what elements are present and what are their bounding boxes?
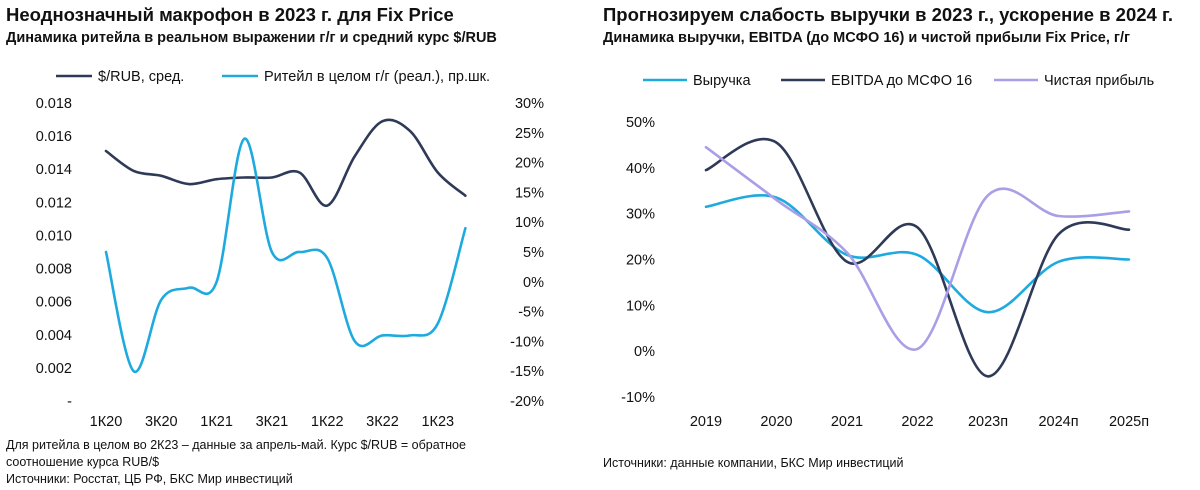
right-y-tick-label: -10% <box>510 334 544 350</box>
right-chart-title: Прогнозируем слабость выручки в 2023 г.,… <box>603 4 1173 25</box>
x-tick-label: 1К22 <box>311 414 344 430</box>
right-y-tick-label: 5% <box>523 245 544 261</box>
legend-label: EBITDA до МСФО 16 <box>831 73 972 89</box>
right-y-tick-label: 0% <box>523 275 544 291</box>
x-tick-label: 1К21 <box>200 414 233 430</box>
left-y-tick-label: 0.010 <box>36 228 72 244</box>
left-y-tick-label: 0.014 <box>36 162 72 178</box>
x-tick-label: 3К21 <box>256 414 289 430</box>
left-chart-subtitle: Динамика ритейла в реальном выражении г/… <box>6 30 497 46</box>
x-tick-label: 3К22 <box>366 414 399 430</box>
right-y-tick-label: 20% <box>515 156 544 172</box>
right-y-tick-label: 10% <box>515 215 544 231</box>
left-chart-footnote: Для ритейла в целом во 2К23 – данные за … <box>6 437 466 488</box>
right-chart-svg: Выручка EBITDA до МСФО 16 Чистая прибыль 5… <box>621 73 1154 430</box>
y-tick-label: -10% <box>621 390 655 406</box>
legend-label: Выручка <box>693 73 751 89</box>
right-series <box>704 137 1131 378</box>
x-tick-label: 1К23 <box>421 414 454 430</box>
y-tick-label: 10% <box>626 298 655 314</box>
x-tick-label: 2025п <box>1109 414 1149 430</box>
x-tick-label: 2021 <box>831 414 863 430</box>
left-y-tick-label: - <box>67 394 72 410</box>
right-chart-panel: Прогнозируем слабость выручки в 2023 г.,… <box>600 0 1200 490</box>
usd-rub-line <box>104 118 467 207</box>
legend-label: Чистая прибыль <box>1044 73 1154 89</box>
x-tick-label: 2022 <box>901 414 933 430</box>
net-income-line <box>704 145 1131 351</box>
left-y-tick-label: 0.004 <box>36 328 72 344</box>
left-note-line: соотношение курса RUB/$ <box>6 455 160 469</box>
right-axes: 50% 40% 30% 20% 10% 0% -10% 2019 2020 2021 2022 202… <box>621 115 1149 430</box>
left-y-tick-label: 0.018 <box>36 96 72 112</box>
y-tick-label: 30% <box>626 207 655 223</box>
x-tick-label: 2024п <box>1038 414 1078 430</box>
right-y-tick-label: 15% <box>515 185 544 201</box>
left-note-line: Для ритейла в целом во 2К23 – данные за … <box>6 438 466 452</box>
right-y-tick-label: 30% <box>515 96 544 112</box>
revenue-line <box>704 194 1131 314</box>
retail-yoy-line <box>104 137 467 373</box>
right-legend: Выручка EBITDA до МСФО 16 Чистая прибыль <box>643 73 1154 89</box>
x-tick-label: 1К20 <box>90 414 123 430</box>
left-y-tick-label: 0.016 <box>36 129 72 145</box>
left-chart-title: Неоднозначный макрофон в 2023 г. для Fix… <box>6 4 454 25</box>
left-y-tick-label: 0.002 <box>36 361 72 377</box>
right-y-tick-label: -5% <box>518 305 544 321</box>
y-tick-label: 20% <box>626 253 655 269</box>
ebitda-line <box>704 137 1131 378</box>
right-y-tick-label: 25% <box>515 126 544 142</box>
x-tick-label: 3К20 <box>145 414 178 430</box>
left-series <box>104 118 467 373</box>
x-tick-label: 2019 <box>690 414 722 430</box>
right-chart-subtitle: Динамика выручки, EBITDA (до МСФО 16) и … <box>603 30 1131 46</box>
right-y-tick-label: -20% <box>510 394 544 410</box>
right-y-tick-label: -15% <box>510 364 544 380</box>
left-y-tick-label: 0.006 <box>36 295 72 311</box>
legend-label: Ритейл в целом г/г (реал.), пр.шк. <box>264 69 490 85</box>
y-tick-label: 40% <box>626 161 655 177</box>
left-axes: 0.018 0.016 0.014 0.012 0.010 0.008 0.006 0.004… <box>36 96 544 430</box>
right-chart-footnote: Источники: данные компании, БКС Мир инве… <box>603 456 904 470</box>
left-legend: $/RUB, сред. Ритейл в целом г/г (реал.), … <box>56 69 490 85</box>
x-tick-label: 2020 <box>760 414 792 430</box>
left-chart-panel: Неоднозначный макрофон в 2023 г. для Fix… <box>0 0 590 490</box>
y-tick-label: 0% <box>634 344 655 360</box>
y-tick-label: 50% <box>626 115 655 131</box>
left-y-tick-label: 0.008 <box>36 262 72 278</box>
x-tick-label: 2023п <box>968 414 1008 430</box>
left-chart-svg: $/RUB, сред. Ритейл в целом г/г (реал.), … <box>36 69 544 430</box>
left-y-tick-label: 0.012 <box>36 195 72 211</box>
legend-label: $/RUB, сред. <box>98 69 184 85</box>
left-note-sources: Источники: Росстат, ЦБ РФ, БКС Мир инвес… <box>6 472 293 486</box>
